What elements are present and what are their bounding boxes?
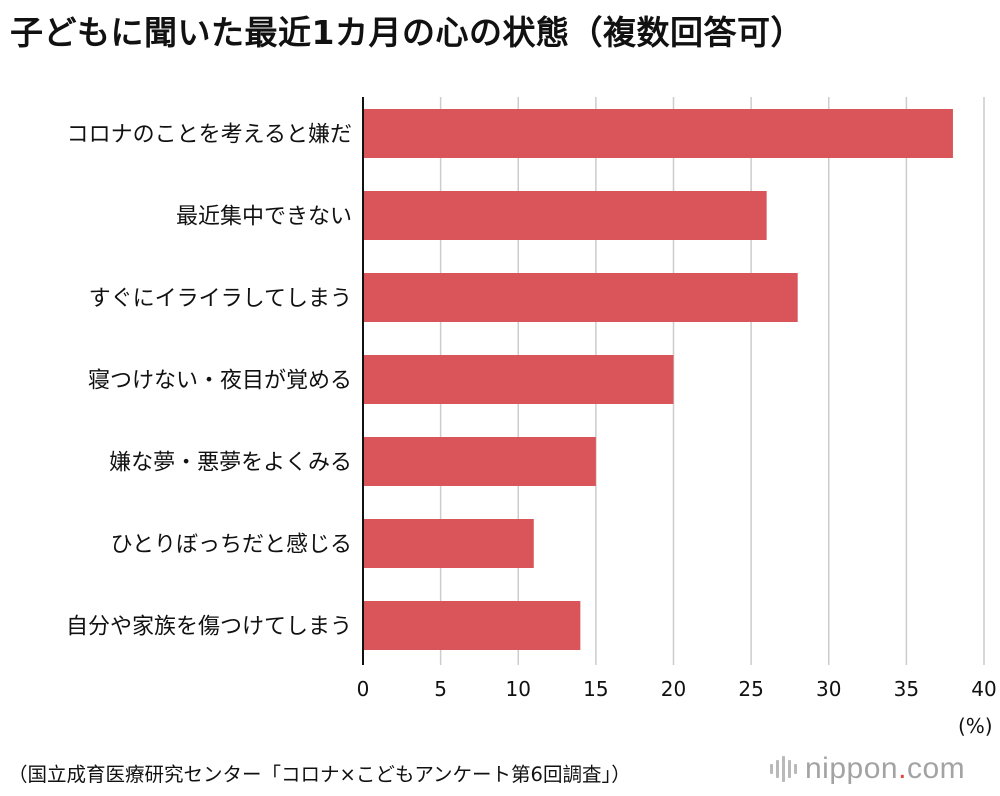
category-label: すぐにイライラしてしまう (89, 287, 352, 312)
category-label: コロナのことを考えると嫌だ (67, 123, 352, 148)
x-tick-label: 25 (738, 677, 763, 701)
category-label: ひとりぼっちだと感じる (111, 533, 352, 558)
nippon-logo: nippon.com (770, 752, 965, 786)
category-label: 自分や家族を傷つけてしまう (66, 615, 352, 640)
category-label: 最近集中できない (176, 205, 352, 230)
bar (363, 191, 767, 240)
x-tick-label: 10 (506, 677, 531, 701)
logo-wordmark: nippon.com (805, 752, 966, 785)
x-tick-label: 5 (434, 677, 447, 701)
x-tick-label: 0 (357, 677, 370, 701)
x-tick-label: 35 (894, 677, 919, 701)
chart-title: 子どもに聞いた最近1カ月の心の状態（複数回答可） (10, 13, 804, 52)
x-axis-unit: (%) (958, 714, 993, 738)
x-tick-labels: 0 5 10 15 20 25 30 35 40 (357, 677, 997, 701)
category-labels: コロナのことを考えると嫌だ最近集中できないすぐにイライラしてしまう寝つけない・夜… (66, 123, 352, 640)
bar (363, 109, 953, 158)
x-tick-label: 15 (583, 677, 608, 701)
bar (363, 437, 596, 486)
source-note: （国立成育医療研究センター「コロナ×こどもアンケート第6回調査」） (8, 763, 631, 786)
x-tick-label: 30 (816, 677, 841, 701)
category-label: 嫌な夢・悪夢をよくみる (109, 451, 352, 476)
bar (363, 519, 534, 568)
bar (363, 273, 798, 322)
x-tick-label: 20 (661, 677, 686, 701)
bar (363, 601, 581, 650)
x-tick-label: 40 (971, 677, 996, 701)
logo-bars-icon (770, 756, 797, 782)
bar (363, 355, 674, 404)
category-label: 寝つけない・夜目が覚める (88, 369, 352, 394)
bars (363, 109, 953, 650)
